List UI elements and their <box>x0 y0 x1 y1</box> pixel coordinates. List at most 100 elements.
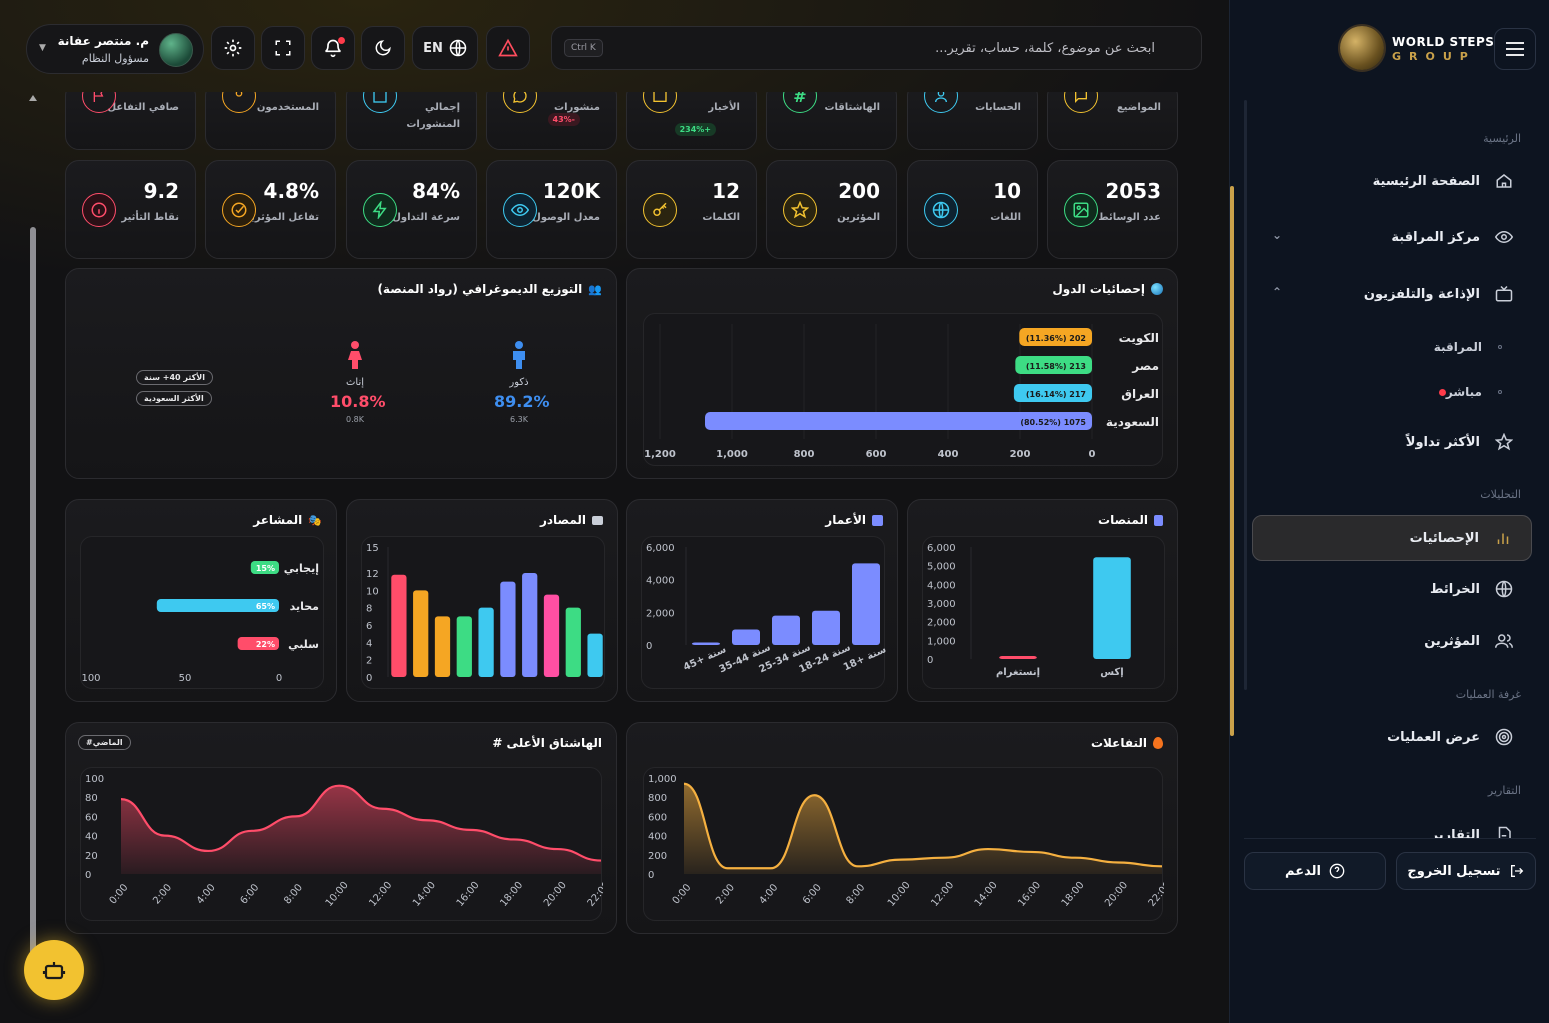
y-tick-label: 6,000 <box>927 543 956 554</box>
search-box[interactable]: Ctrl K <box>551 26 1202 70</box>
stat-label: الحسابات <box>975 102 1021 113</box>
stat-card-hashtags[interactable]: الهاشتاقات # <box>766 92 897 150</box>
settings-button[interactable] <box>211 26 255 70</box>
support-button[interactable]: الدعم <box>1244 852 1386 890</box>
stat-value: 10 <box>993 179 1021 203</box>
y-tick-label: 2,000 <box>927 618 956 629</box>
female-icon <box>348 341 362 369</box>
bar <box>705 412 1092 430</box>
interactions-chart: 1,000 800 600 400 200 0 0:00 2:00 4:00 6:00 8:00 10… <box>648 774 1174 909</box>
brand-logo[interactable]: WORLD STEPS GROUP <box>1340 26 1494 72</box>
stat-card-topics[interactable]: المواضيع <box>1047 92 1178 150</box>
sidebar-item-label: الصفحة الرئيسية <box>1372 173 1480 189</box>
hamburger-icon <box>1506 42 1524 56</box>
stat-card-total-posts[interactable]: إجمالي المنشورات <box>346 92 477 150</box>
stat-value: 200 <box>838 179 880 203</box>
bar <box>522 573 538 677</box>
stat-value: 4.8% <box>263 179 319 203</box>
stat-label: المستخدمون <box>256 102 319 113</box>
y-tick-label: 80 <box>85 793 98 804</box>
stat-card-influencers[interactable]: 200 المؤثرين <box>766 160 897 259</box>
bar <box>812 610 840 645</box>
language-button[interactable]: EN <box>412 26 478 70</box>
sidebar-item-reports[interactable]: التقارير <box>1252 812 1532 838</box>
search-input[interactable] <box>675 40 1155 56</box>
sentiment-card: المشاعر 🎭 100 50 0 15% إيجابي 65% محايد 22% سلبي <box>65 499 337 702</box>
age-tag: الأكثر 40+ سنة <box>136 370 214 385</box>
stat-label: تفاعل المؤثرين <box>242 212 319 223</box>
help-icon <box>1329 863 1345 879</box>
theme-toggle-button[interactable] <box>361 26 405 70</box>
male-stat: ذكور 89.2% 6.3K <box>494 341 550 424</box>
bar <box>692 642 720 645</box>
sidebar-subitem-live[interactable]: مباشر <box>1290 375 1520 409</box>
demographic-card: التوزيع الديموغرافي (رواد المنصة) 👥 ذكور … <box>65 268 617 479</box>
bar <box>391 574 407 677</box>
sidebar-scrollbar-thumb[interactable] <box>1230 186 1234 736</box>
male-icon <box>513 341 525 369</box>
sidebar-subitem-monitor[interactable]: المراقبة <box>1290 330 1520 364</box>
bar <box>500 581 516 677</box>
x-tick-label: 50 <box>179 673 192 684</box>
stat-card-accounts[interactable]: الحسابات <box>907 92 1038 150</box>
card-title: التوزيع الديموغرافي (رواد المنصة) 👥 <box>377 282 602 296</box>
bar <box>434 616 451 677</box>
stat-card-net-engagement[interactable]: صافي التفاعل <box>65 92 196 150</box>
sidebar-item-stats[interactable]: الإحصائيات <box>1252 515 1532 561</box>
stat-card-reach[interactable]: 120K معدل الوصول <box>486 160 617 259</box>
sidebar-item-broadcast[interactable]: ⌃ الإذاعة والتلفزيون <box>1252 271 1532 317</box>
main-scrollbar[interactable] <box>29 95 37 975</box>
x-tick-label: 22:00 <box>1147 880 1164 909</box>
sidebar-item-monitor[interactable]: ⌄ مركز المراقبة <box>1252 214 1532 260</box>
stat-label: نقاط التأثير <box>121 212 179 223</box>
menu-toggle-button[interactable] <box>1494 28 1536 70</box>
hashtag-tag[interactable]: #الماضي <box>78 735 131 750</box>
live-dot-icon <box>1438 389 1446 396</box>
stat-card-users[interactable]: المستخدمون <box>205 92 336 150</box>
notifications-button[interactable] <box>311 26 355 70</box>
stat-card-news[interactable]: الأخبار 234%+ <box>626 92 757 150</box>
stat-card-influencer-engagement[interactable]: 4.8% تفاعل المؤثرين <box>205 160 336 259</box>
image-icon <box>1064 193 1098 227</box>
logout-button[interactable]: تسجيل الخروج <box>1396 852 1536 890</box>
y-tick-label: 600 <box>648 812 667 823</box>
stat-value: 12 <box>712 179 740 203</box>
key-icon <box>643 193 677 227</box>
x-tick-label: 800 <box>794 449 815 460</box>
stat-label: منشورات <box>554 102 600 113</box>
sidebar-scrollbar-track[interactable] <box>1244 100 1247 690</box>
card-title-text: إحصائيات الدول <box>1052 282 1145 296</box>
scrollbar-thumb[interactable] <box>30 227 36 967</box>
warning-icon <box>498 38 518 57</box>
x-tick-label: 14:00 <box>411 880 438 909</box>
sidebar-item-maps[interactable]: الخرائط <box>1252 566 1532 612</box>
x-tick-label: 12:00 <box>367 880 394 909</box>
countries-chart: 1,200 1,000 800 600 400 200 0 (11.36%) 202 الكوي… <box>644 324 1159 460</box>
x-tick-label: 400 <box>938 449 959 460</box>
card-title: إحصائيات الدول <box>1052 282 1163 296</box>
stat-card-media[interactable]: 2053 عدد الوسائط <box>1047 160 1178 259</box>
sidebar-clip: التقارير <box>1230 812 1549 838</box>
category-label: سلبي <box>288 638 319 651</box>
card-title: المصادر <box>540 513 603 527</box>
scroll-up-icon[interactable] <box>29 95 37 101</box>
stat-card-languages[interactable]: 10 اللغات <box>907 160 1038 259</box>
sidebar-item-home[interactable]: الصفحة الرئيسية <box>1252 158 1532 204</box>
sidebar-item-ops-view[interactable]: عرض العمليات <box>1252 714 1532 760</box>
top-bar: Ctrl K EN م. منتصر عفانة مسؤول النظام ▼ <box>0 0 1229 92</box>
stat-card-posts[interactable]: منشورات 43%- <box>486 92 617 150</box>
hashtag-card: # الهاشتاق الأعلى #الماضي 100 80 60 40 20 0 0:… <box>65 722 617 934</box>
alert-button[interactable] <box>486 26 530 70</box>
stat-card-velocity[interactable]: 84% سرعة التداول <box>346 160 477 259</box>
assistant-bot-button[interactable] <box>24 940 84 1000</box>
sidebar-item-trending[interactable]: الأكثر تداولاً <box>1252 419 1532 465</box>
sidebar-item-influencers[interactable]: المؤثرين <box>1252 618 1532 664</box>
bar <box>156 599 279 612</box>
stat-card-impact[interactable]: 9.2 نقاط التأثير <box>65 160 196 259</box>
stat-card-keywords[interactable]: 12 الكلمات <box>626 160 757 259</box>
language-label: EN <box>423 40 443 56</box>
fullscreen-button[interactable] <box>261 26 305 70</box>
sentiment-chart-frame: 100 50 0 15% إيجابي 65% محايد 22% سلبي <box>80 536 324 689</box>
star-icon <box>1494 432 1514 452</box>
user-menu[interactable]: م. منتصر عفانة مسؤول النظام ▼ <box>26 24 204 74</box>
